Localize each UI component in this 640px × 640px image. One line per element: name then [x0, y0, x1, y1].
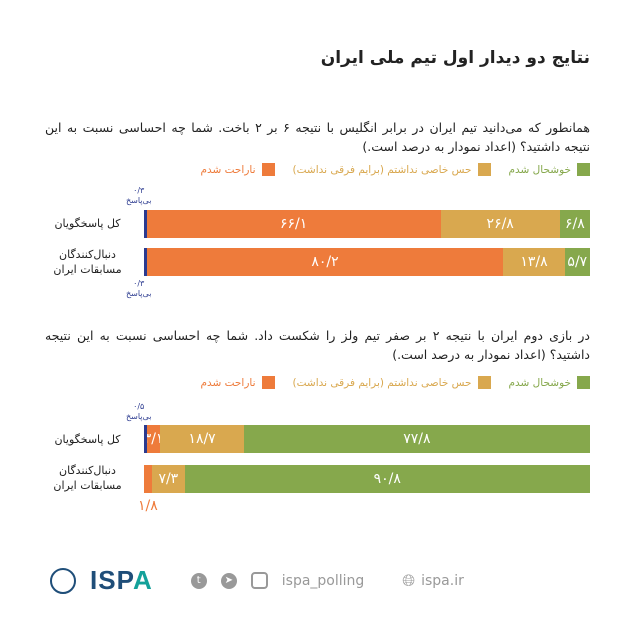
legend-swatch-indifferent [477, 163, 491, 176]
data-label: ۷۷/۸ [403, 431, 431, 447]
legend-swatch-happy [577, 376, 590, 389]
legend-2: خوشحال شدم حس خاصی نداشتم (برایم فرقی ند… [200, 376, 590, 389]
data-label: ۶۶/۱ [280, 216, 308, 232]
no-answer-annotation: ۰/۵ بی‌پاسخ [126, 402, 152, 421]
twitter-icon[interactable]: t [190, 572, 207, 589]
no-answer-annotation: ۰/۳ بی‌پاسخ [126, 186, 152, 205]
legend-label: خوشحال شدم [508, 376, 571, 389]
legend-swatch-indifferent [477, 376, 491, 389]
data-label: ۱۸/۷ [188, 431, 216, 447]
instagram-icon[interactable] [250, 572, 268, 589]
row-label: دنبال‌کنندگان مسابقات ایران [53, 464, 122, 492]
data-label: ۳/۱ [146, 431, 161, 447]
data-label: ۲۶/۸ [486, 216, 514, 232]
legend-swatch-upset [261, 163, 275, 176]
data-label: ۶/۸ [565, 216, 585, 232]
telegram-icon[interactable]: ➤ [220, 572, 237, 589]
bar-segment-indifferent: ۷/۳ [152, 465, 185, 493]
globe-icon: 🌐︎ [402, 570, 416, 590]
row-label: کل پاسخگویان [54, 217, 121, 230]
bar-segment-upset: ۸۰/۲ [146, 248, 504, 276]
legend-label: خوشحال شدم [508, 163, 571, 176]
bar-segment-indifferent: ۲۶/۸ [440, 210, 560, 238]
bar-row: ۶۶/۱ ۲۶/۸ ۶/۸ [144, 210, 590, 238]
bar-row: ۷/۳ ۹۰/۸ [144, 465, 590, 493]
bar-row: ۸۰/۲ ۱۳/۸ ۵/۷ [144, 248, 590, 276]
legend-happy: خوشحال شدم [509, 376, 590, 389]
data-label: ۵/۷ [567, 254, 588, 270]
data-label: ۱۳/۸ [520, 254, 548, 270]
legend-upset: ناراحت شدم [200, 376, 275, 389]
legend-label: ناراحت شدم [200, 163, 256, 176]
question-1: همانطور که می‌دانید تیم ایران در برابر ا… [45, 120, 591, 154]
legend-happy: خوشحال شدم [509, 163, 590, 176]
bar-segment-happy: ۷۷/۸ [243, 425, 590, 453]
data-label: ۷/۳ [158, 471, 179, 487]
legend-label: حس خاصی نداشتم (برایم فرقی نداشت) [292, 376, 472, 389]
bar-segment-no-answer [144, 425, 147, 453]
no-answer-annotation: ۰/۳ بی‌پاسخ [126, 279, 152, 298]
legend-indifferent: حس خاصی نداشتم (برایم فرقی نداشت) [293, 163, 491, 176]
legend-label: حس خاصی نداشتم (برایم فرقی نداشت) [292, 163, 472, 176]
bar-segment-upset [144, 465, 153, 493]
legend-label: ناراحت شدم [200, 376, 256, 389]
bar-segment-upset: ۶۶/۱ [146, 210, 441, 238]
bar-segment-happy: ۶/۸ [559, 210, 590, 238]
page-title: نتایج دو دیدار اول تیم ملی ایران [320, 48, 590, 68]
bar-segment-happy: ۹۰/۸ [184, 465, 590, 493]
bar-segment-no-answer [144, 210, 147, 238]
bar-segment-happy: ۵/۷ [564, 248, 590, 276]
legend-indifferent: حس خاصی نداشتم (برایم فرقی نداشت) [293, 376, 491, 389]
data-label: ۸۰/۲ [311, 254, 339, 270]
legend-swatch-happy [577, 163, 590, 176]
bar-row: ۳/۱ ۱۸/۷ ۷۷/۸ [144, 425, 590, 453]
legend-upset: ناراحت شدم [200, 163, 275, 176]
jihad-seal-logo [50, 567, 76, 594]
question-2: در بازی دوم ایران با نتیجه ۲ بر صفر تیم … [45, 328, 590, 362]
bar-segment-no-answer [144, 248, 147, 276]
data-label-upset-external: ۱/۸ [138, 498, 158, 514]
row-label: کل پاسخگویان [54, 433, 121, 446]
ispa-logo: ISPA [90, 565, 153, 595]
bar-segment-indifferent: ۱۳/۸ [503, 248, 565, 276]
row-label: دنبال‌کنندگان مسابقات ایران [53, 248, 122, 276]
bar-segment-indifferent: ۱۸/۷ [160, 425, 244, 453]
footer: ISPA t ➤ ispa_polling 🌐︎ ispa.ir [50, 565, 464, 596]
legend-swatch-upset [261, 376, 275, 389]
legend-1: خوشحال شدم حس خاصی نداشتم (برایم فرقی ند… [200, 163, 590, 176]
data-label: ۹۰/۸ [373, 471, 401, 487]
social-handle[interactable]: ispa_polling [281, 572, 365, 589]
bar-segment-upset: ۳/۱ [146, 425, 161, 453]
website-link[interactable]: ispa.ir [421, 572, 464, 589]
